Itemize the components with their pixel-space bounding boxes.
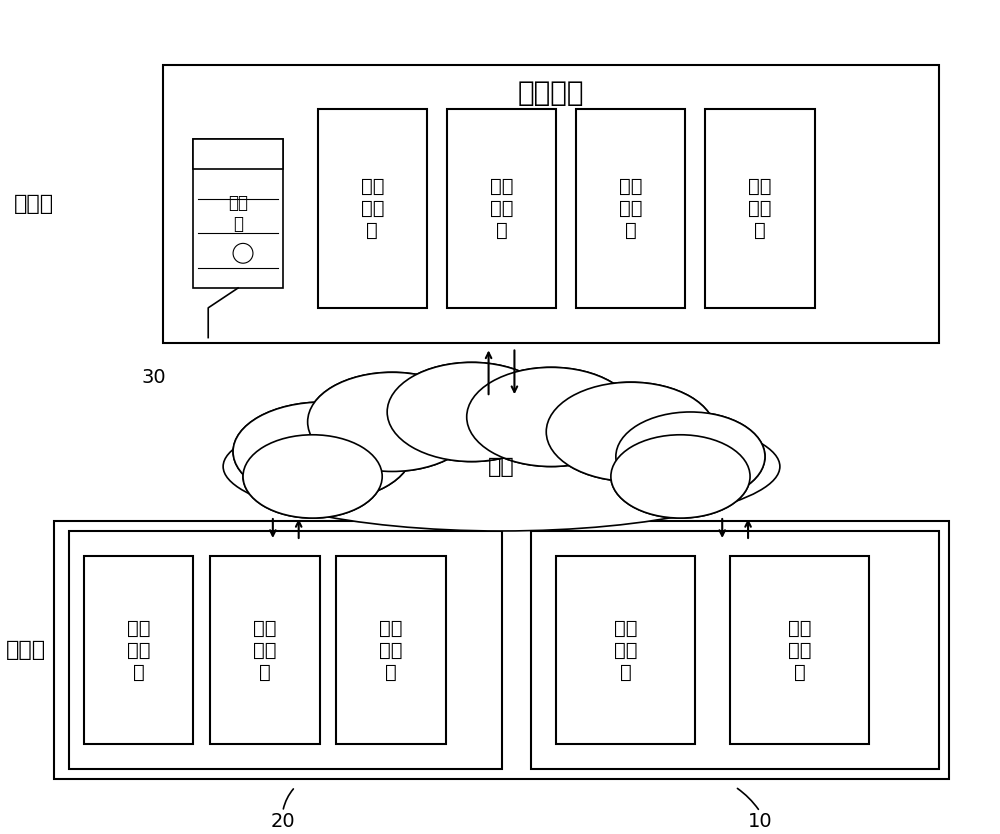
Ellipse shape [308,372,477,471]
Text: 虚拟
直播
间: 虚拟 直播 间 [748,177,772,240]
FancyBboxPatch shape [163,65,939,343]
Text: 虚拟
直播
间: 虚拟 直播 间 [490,177,513,240]
Ellipse shape [233,402,412,501]
Ellipse shape [243,435,382,518]
FancyBboxPatch shape [193,139,283,288]
Ellipse shape [546,382,715,481]
Ellipse shape [467,367,636,466]
Ellipse shape [611,435,750,518]
Ellipse shape [611,435,750,518]
Text: 主播
客户
端: 主播 客户 端 [614,619,638,681]
Text: 网络: 网络 [488,456,515,476]
Text: 服务
器: 服务 器 [228,194,248,233]
FancyBboxPatch shape [730,555,869,744]
FancyBboxPatch shape [84,555,193,744]
FancyBboxPatch shape [193,139,283,169]
Ellipse shape [223,402,780,531]
Ellipse shape [616,412,765,501]
Text: 20: 20 [270,812,295,831]
FancyBboxPatch shape [210,555,320,744]
Text: 直播平台: 直播平台 [518,78,584,107]
Ellipse shape [387,363,556,461]
FancyBboxPatch shape [336,555,446,744]
Ellipse shape [387,363,556,461]
Ellipse shape [233,402,412,501]
Text: 服务端: 服务端 [14,193,54,214]
Ellipse shape [616,412,765,501]
FancyBboxPatch shape [556,555,695,744]
Ellipse shape [243,435,382,518]
FancyBboxPatch shape [705,109,815,308]
Text: 观众
客户
端: 观众 客户 端 [379,619,403,681]
Text: 10: 10 [748,812,772,831]
Ellipse shape [308,372,477,471]
Ellipse shape [223,402,780,531]
Ellipse shape [546,382,715,481]
Text: 30: 30 [141,368,166,387]
Text: 虚拟
直播
间: 虚拟 直播 间 [619,177,643,240]
FancyBboxPatch shape [318,109,427,308]
Ellipse shape [467,367,636,466]
FancyBboxPatch shape [54,521,949,779]
Text: 主播
客户
端: 主播 客户 端 [788,619,812,681]
FancyBboxPatch shape [531,531,939,769]
Text: 观众
客户
端: 观众 客户 端 [253,619,277,681]
FancyBboxPatch shape [576,109,685,308]
FancyBboxPatch shape [447,109,556,308]
Text: 虚拟
直播
间: 虚拟 直播 间 [361,177,384,240]
Text: 观众
客户
端: 观众 客户 端 [127,619,150,681]
Text: 客户端: 客户端 [6,640,46,660]
FancyBboxPatch shape [69,531,502,769]
